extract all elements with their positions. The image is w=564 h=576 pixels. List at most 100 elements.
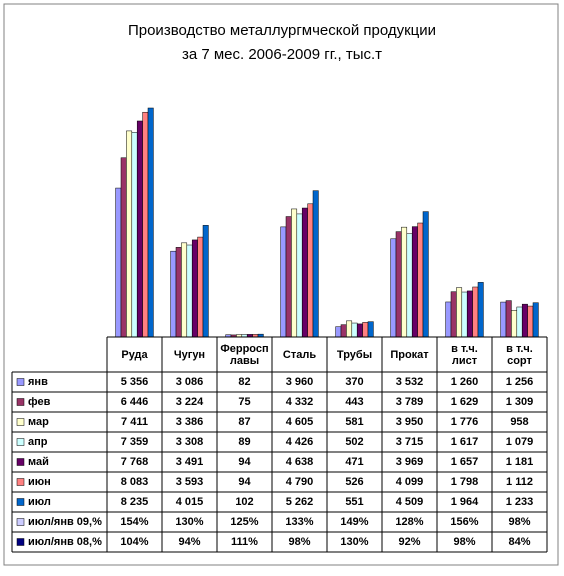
cell-value: 1 260 bbox=[451, 376, 479, 388]
cell-value: 98% bbox=[453, 536, 475, 548]
chart-subtitle: за 7 мес. 2006-2009 гг., тыс.т bbox=[182, 46, 382, 63]
bar bbox=[131, 132, 138, 338]
bar bbox=[147, 107, 154, 338]
cell-value: 98% bbox=[508, 516, 530, 528]
bar bbox=[115, 187, 122, 338]
bar bbox=[142, 111, 149, 338]
cell-value: 3 715 bbox=[396, 436, 424, 448]
category-header: Трубы bbox=[336, 348, 373, 361]
cell-value: 958 bbox=[510, 416, 528, 428]
bar bbox=[181, 242, 188, 338]
cell-value: 5 356 bbox=[121, 376, 149, 388]
cell-value: 471 bbox=[345, 456, 363, 468]
category-label: Сталь bbox=[282, 348, 317, 361]
cell-value: 1 657 bbox=[451, 456, 479, 468]
cell-value: 4 099 bbox=[396, 476, 424, 488]
bar bbox=[197, 236, 204, 338]
cell-value: 89 bbox=[238, 436, 250, 448]
cell-value: 1 256 bbox=[506, 376, 534, 388]
bar bbox=[285, 216, 292, 338]
bar bbox=[340, 324, 347, 338]
cell-value: 581 bbox=[345, 416, 363, 428]
cell-value: 1 798 bbox=[451, 476, 479, 488]
bar bbox=[351, 322, 358, 338]
bar bbox=[301, 207, 308, 338]
cell-value: 1 181 bbox=[506, 456, 534, 468]
cell-value: 3 789 bbox=[396, 396, 424, 408]
bar bbox=[472, 286, 479, 338]
cell-value: 4 605 bbox=[286, 416, 314, 428]
bar bbox=[120, 157, 127, 338]
bar bbox=[191, 239, 198, 338]
cell-value: 98% bbox=[288, 536, 310, 548]
cell-value: 102 bbox=[235, 496, 253, 508]
bar bbox=[136, 120, 143, 338]
cell-value: 3 950 bbox=[396, 416, 424, 428]
category-label: Ферросплавы bbox=[220, 342, 269, 367]
bar bbox=[296, 213, 303, 338]
row-label: мар bbox=[28, 416, 49, 428]
cell-value: 3 969 bbox=[396, 456, 424, 468]
cell-value: 551 bbox=[345, 496, 363, 508]
cell-value: 149% bbox=[340, 516, 368, 528]
category-header: Сталь bbox=[282, 348, 317, 361]
cell-value: 3 224 bbox=[176, 396, 204, 408]
bar bbox=[307, 203, 314, 338]
legend-key bbox=[16, 418, 25, 426]
cell-value: 1 079 bbox=[506, 436, 534, 448]
cell-value: 3 532 bbox=[396, 376, 424, 388]
bar bbox=[511, 310, 518, 338]
cell-value: 1 112 bbox=[506, 476, 533, 488]
category-header: Чугун bbox=[173, 348, 206, 361]
bar bbox=[477, 282, 484, 338]
legend-key bbox=[16, 478, 25, 486]
cell-value: 156% bbox=[450, 516, 478, 528]
bar bbox=[362, 322, 369, 338]
bar bbox=[406, 233, 413, 338]
legend-key bbox=[16, 378, 25, 386]
legend-key bbox=[16, 438, 25, 446]
cell-value: 94% bbox=[178, 536, 200, 548]
cell-value: 370 bbox=[345, 376, 363, 388]
cell-value: 154% bbox=[120, 516, 148, 528]
cell-value: 8 083 bbox=[121, 476, 149, 488]
cell-value: 111% bbox=[231, 536, 258, 548]
bar bbox=[291, 208, 298, 338]
bar bbox=[417, 222, 424, 338]
cell-value: 4 332 bbox=[286, 396, 314, 408]
row-label: июл bbox=[28, 496, 51, 508]
legend-key bbox=[16, 498, 25, 506]
category-label: Чугун bbox=[173, 348, 206, 361]
bar bbox=[422, 211, 429, 338]
cell-value: 3 491 bbox=[176, 456, 204, 468]
cell-value: 502 bbox=[345, 436, 363, 448]
bar bbox=[346, 320, 353, 338]
legend-key bbox=[16, 538, 25, 546]
bar bbox=[395, 231, 402, 338]
cell-value: 1 617 bbox=[451, 436, 479, 448]
bar bbox=[335, 326, 342, 338]
row-label: июн bbox=[28, 476, 51, 488]
cell-value: 87 bbox=[238, 416, 250, 428]
cell-value: 125% bbox=[230, 516, 258, 528]
row-label: янв bbox=[28, 376, 48, 388]
cell-value: 3 960 bbox=[286, 376, 314, 388]
cell-value: 1 309 bbox=[506, 396, 534, 408]
row-label: июл/янв 08,% bbox=[28, 536, 102, 548]
bar bbox=[466, 290, 473, 338]
cell-value: 7 768 bbox=[121, 456, 149, 468]
row-label: май bbox=[28, 456, 49, 468]
bar bbox=[461, 291, 468, 338]
cell-value: 1 964 bbox=[451, 496, 479, 508]
bar bbox=[367, 321, 374, 338]
cell-value: 94 bbox=[238, 476, 251, 488]
cell-value: 128% bbox=[395, 516, 423, 528]
row-label: апр bbox=[28, 436, 48, 448]
bar bbox=[312, 190, 319, 338]
bar bbox=[500, 301, 507, 338]
cell-value: 443 bbox=[345, 396, 363, 408]
category-header: Руда bbox=[121, 349, 147, 361]
category-label: Трубы bbox=[336, 348, 373, 361]
bar bbox=[202, 225, 209, 338]
